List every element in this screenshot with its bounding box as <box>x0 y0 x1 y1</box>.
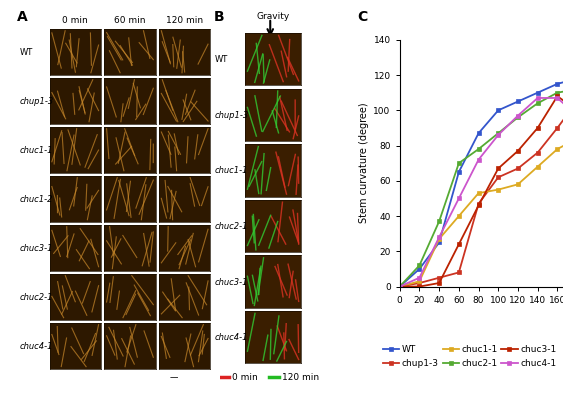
Text: chuc3-1: chuc3-1 <box>20 244 53 253</box>
Text: chuc4-1: chuc4-1 <box>215 333 249 342</box>
Text: 120 min: 120 min <box>166 16 203 25</box>
chup1-3 <box>416 281 423 285</box>
WT <box>436 240 443 245</box>
Text: WT: WT <box>20 48 33 57</box>
chuc4-1 <box>416 275 423 280</box>
chuc1-1 <box>436 236 443 241</box>
chuc3-1 <box>436 281 443 285</box>
chuc4-1 <box>554 96 561 100</box>
chup1-3 <box>436 275 443 280</box>
chuc1-1 <box>416 279 423 284</box>
chuc2-1 <box>455 161 462 166</box>
chup1-3 <box>495 175 502 179</box>
WT <box>475 131 482 136</box>
chuc1-1 <box>396 284 403 289</box>
WT <box>495 108 502 113</box>
chuc3-1 <box>554 94 561 99</box>
Text: chuc2-1: chuc2-1 <box>20 293 53 302</box>
chup1-3 <box>455 270 462 275</box>
chuc2-1 <box>475 147 482 152</box>
Text: Gravity: Gravity <box>256 12 290 21</box>
chuc3-1 <box>534 125 541 130</box>
Text: chuc4-1: chuc4-1 <box>20 342 53 351</box>
chup1-3 <box>515 166 521 171</box>
chuc3-1 <box>455 242 462 247</box>
Text: chuc2-1: chuc2-1 <box>215 222 249 231</box>
chuc2-1 <box>515 115 521 120</box>
chuc4-1 <box>495 133 502 137</box>
chuc1-1 <box>475 191 482 195</box>
Y-axis label: Stem curvature (degree): Stem curvature (degree) <box>359 103 369 224</box>
Legend: WT, chup1-3, chuc1-1, chuc2-1, chuc3-1, chuc4-1: WT, chup1-3, chuc1-1, chuc2-1, chuc3-1, … <box>383 345 557 368</box>
Text: WT: WT <box>215 55 229 64</box>
chuc3-1 <box>396 284 403 289</box>
chuc2-1 <box>436 219 443 224</box>
Text: chup1-3: chup1-3 <box>215 111 249 120</box>
Text: A: A <box>17 10 28 24</box>
Text: —: — <box>169 373 177 382</box>
chuc4-1 <box>475 157 482 162</box>
chuc2-1 <box>495 131 502 136</box>
chuc4-1 <box>436 235 443 240</box>
WT <box>455 170 462 174</box>
chuc3-1 <box>515 148 521 153</box>
WT <box>416 267 423 271</box>
chuc2-1 <box>396 284 403 289</box>
Text: C: C <box>358 10 368 24</box>
chuc4-1 <box>515 113 521 118</box>
chuc1-1 <box>534 164 541 169</box>
Text: 120 min: 120 min <box>282 373 319 382</box>
Line: chuc3-1: chuc3-1 <box>397 94 563 289</box>
chuc1-1 <box>515 182 521 187</box>
Line: chuc4-1: chuc4-1 <box>397 96 563 289</box>
WT <box>515 99 521 104</box>
chuc1-1 <box>554 147 561 152</box>
chuc3-1 <box>495 166 502 171</box>
Text: 60 min: 60 min <box>114 16 146 25</box>
chup1-3 <box>554 125 561 130</box>
Line: chup1-3: chup1-3 <box>397 99 563 289</box>
WT <box>534 90 541 95</box>
Line: WT: WT <box>397 76 563 289</box>
Text: chup1-3: chup1-3 <box>20 97 54 106</box>
chuc4-1 <box>396 284 403 289</box>
chuc2-1 <box>416 263 423 268</box>
chuc3-1 <box>475 203 482 208</box>
chuc1-1 <box>455 214 462 219</box>
Line: chuc2-1: chuc2-1 <box>397 87 563 289</box>
WT <box>396 284 403 289</box>
Line: chuc1-1: chuc1-1 <box>397 136 563 289</box>
chuc4-1 <box>534 96 541 100</box>
chup1-3 <box>396 284 403 289</box>
Text: chuc1-2: chuc1-2 <box>20 195 53 204</box>
Text: B: B <box>214 10 225 24</box>
chup1-3 <box>534 150 541 155</box>
Text: chuc3-1: chuc3-1 <box>215 277 249 287</box>
Text: 0 min: 0 min <box>62 16 88 25</box>
chuc1-1 <box>495 187 502 192</box>
chup1-3 <box>475 201 482 206</box>
chuc4-1 <box>455 196 462 201</box>
chuc3-1 <box>416 284 423 289</box>
Text: chuc1-1: chuc1-1 <box>215 166 249 176</box>
chuc2-1 <box>534 101 541 105</box>
WT <box>554 82 561 86</box>
chuc2-1 <box>554 90 561 95</box>
Text: chuc1-1: chuc1-1 <box>20 146 53 155</box>
Text: 0 min: 0 min <box>232 373 258 382</box>
